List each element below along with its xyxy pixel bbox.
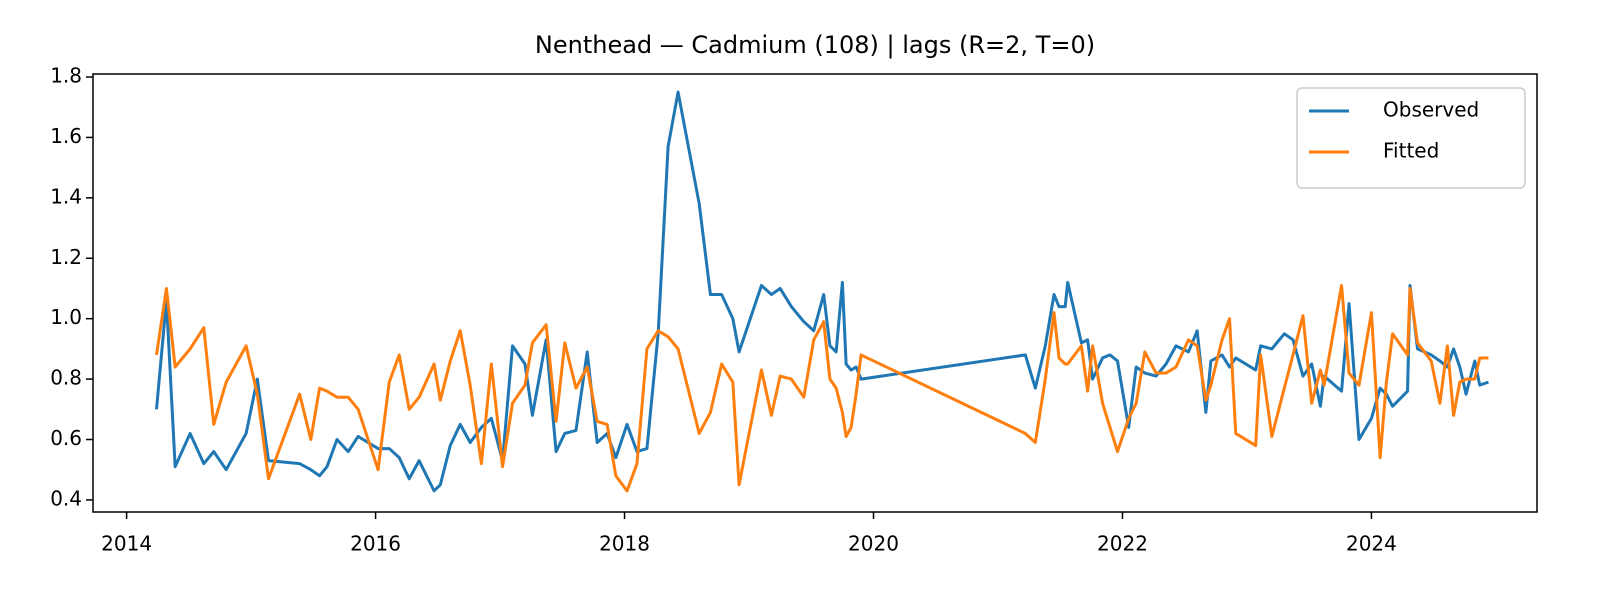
x-tick-label: 2020 — [848, 532, 899, 556]
y-tick-label: 1.8 — [50, 64, 82, 88]
y-tick-label: 1.4 — [50, 184, 82, 208]
x-tick-label: 2016 — [350, 532, 401, 556]
line-series — [154, 90, 1489, 493]
y-tick-label: 0.4 — [50, 486, 82, 510]
x-tick-label: 2024 — [1346, 532, 1397, 556]
x-tick-label: 2014 — [101, 532, 152, 556]
y-tick-label: 1.2 — [50, 245, 82, 269]
y-tick-label: 0.8 — [50, 366, 82, 390]
x-tick-label: 2022 — [1097, 532, 1148, 556]
y-tick-label: 1.0 — [50, 305, 82, 329]
legend-box — [1296, 87, 1526, 189]
legend-label: Fitted — [1383, 139, 1439, 163]
y-tick-label: 0.6 — [50, 426, 82, 450]
chart-title: Nenthead — Cadmium (108) | lags (R=2, T=… — [535, 31, 1095, 59]
x-tick-label: 2018 — [599, 532, 650, 556]
plot-frame — [92, 73, 1538, 513]
y-tick-label: 1.6 — [50, 124, 82, 148]
line-series — [155, 283, 1489, 493]
legend-label: Observed — [1383, 98, 1479, 122]
